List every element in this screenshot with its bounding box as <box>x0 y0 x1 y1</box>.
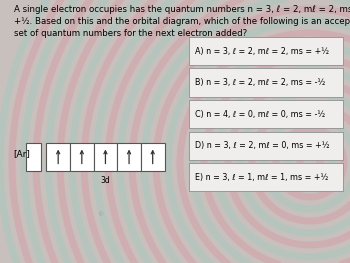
Bar <box>26 143 41 170</box>
Text: [Ar]: [Ar] <box>13 149 30 158</box>
Bar <box>70 143 94 170</box>
Text: 3d: 3d <box>100 176 110 185</box>
Bar <box>117 143 141 170</box>
FancyArrowPatch shape <box>57 151 60 164</box>
FancyArrowPatch shape <box>80 151 83 164</box>
Bar <box>94 143 117 170</box>
FancyArrowPatch shape <box>151 151 154 164</box>
Bar <box>46 143 70 170</box>
Text: C) n = 4, ℓ = 0, mℓ = 0, ms = -½: C) n = 4, ℓ = 0, mℓ = 0, ms = -½ <box>195 110 325 119</box>
Text: D) n = 3, ℓ = 2, mℓ = 0, ms = +½: D) n = 3, ℓ = 2, mℓ = 0, ms = +½ <box>195 141 330 150</box>
Bar <box>141 143 164 170</box>
Text: A) n = 3, ℓ = 2, mℓ = 2, ms = +½: A) n = 3, ℓ = 2, mℓ = 2, ms = +½ <box>195 47 329 55</box>
FancyArrowPatch shape <box>104 151 107 164</box>
Text: A single electron occupies has the quantum numbers n = 3, ℓ = 2, mℓ = 2, ms =
+½: A single electron occupies has the quant… <box>14 5 350 38</box>
Text: B) n = 3, ℓ = 2, mℓ = 2, ms = -½: B) n = 3, ℓ = 2, mℓ = 2, ms = -½ <box>195 78 326 87</box>
Text: E) n = 3, ℓ = 1, mℓ = 1, ms = +½: E) n = 3, ℓ = 1, mℓ = 1, ms = +½ <box>195 173 328 182</box>
Text: ©: © <box>97 213 103 218</box>
FancyArrowPatch shape <box>127 151 131 164</box>
